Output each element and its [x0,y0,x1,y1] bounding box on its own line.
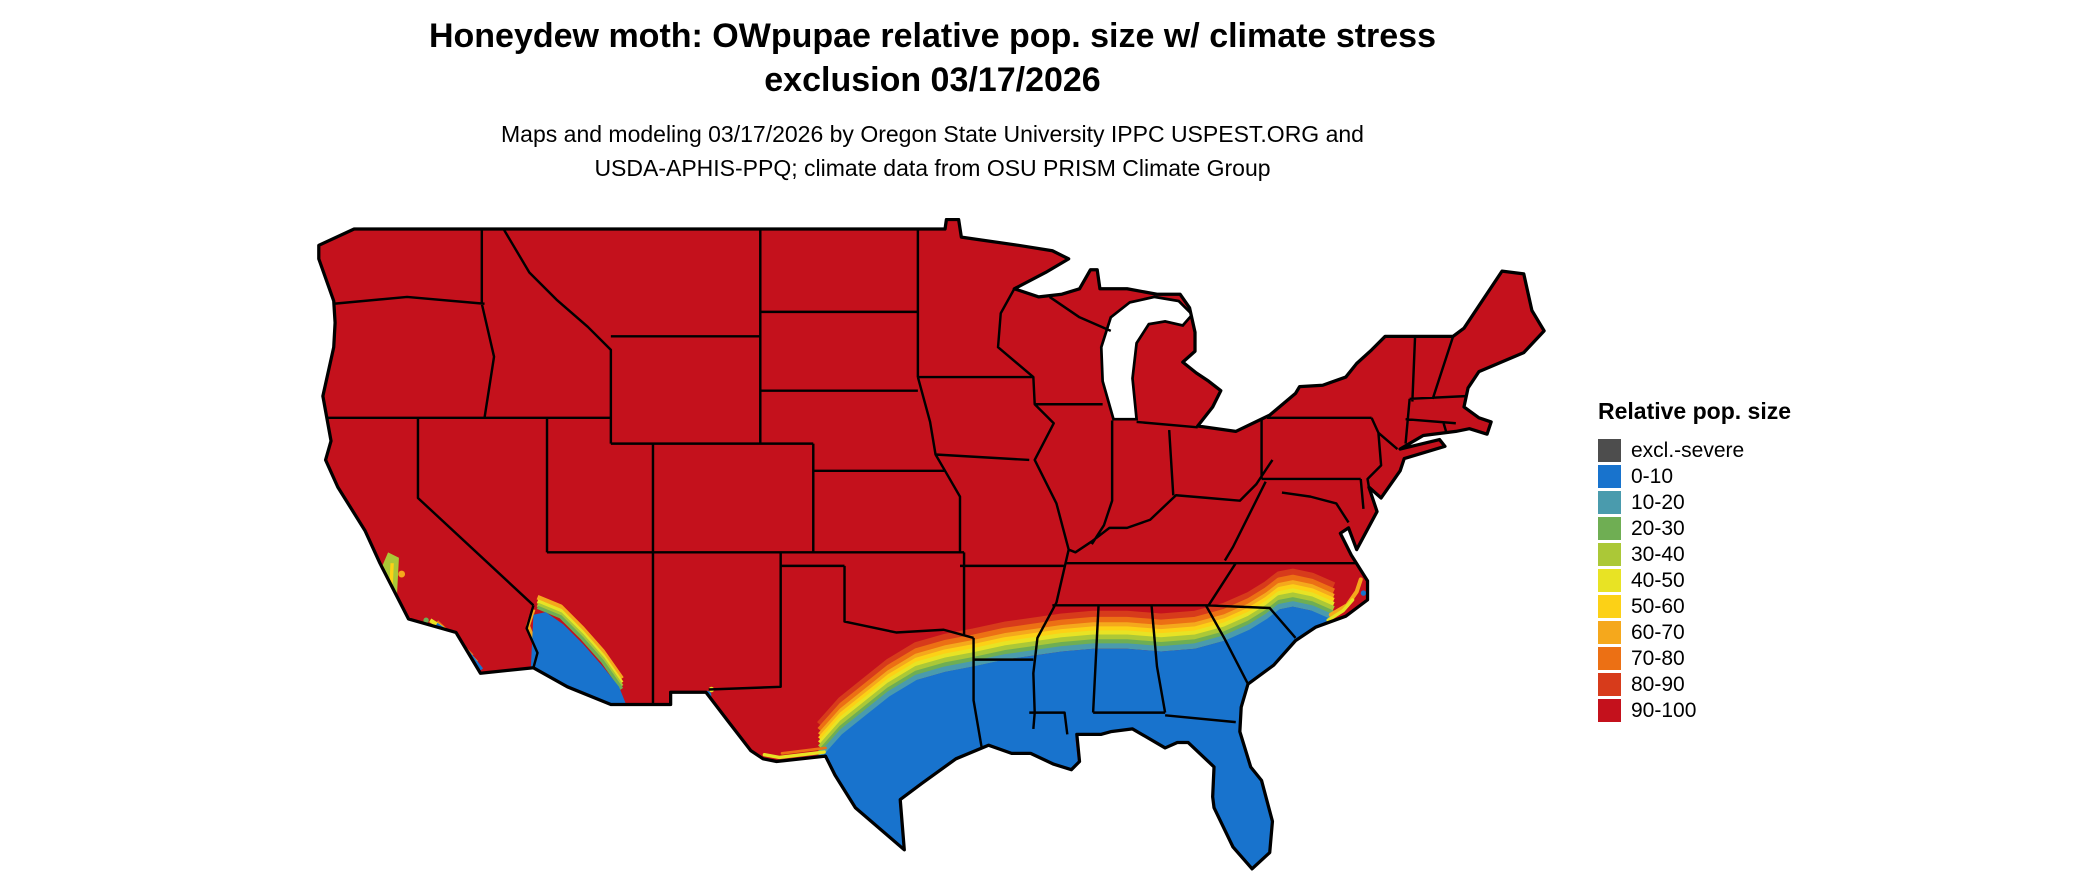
legend-entry-label: excl.-severe [1631,438,1745,462]
figure-title-line1: Honeydew moth: OWpupae relative pop. siz… [428,17,1437,55]
legend-entry-label: 60-70 [1631,620,1685,644]
legend-swatch [1598,672,1621,696]
legend-swatch [1598,438,1621,462]
rio-70-80 [780,746,827,755]
legend-entry: excl.-severe [1598,437,1791,463]
legend-entry-label: 0-10 [1631,464,1674,488]
az-band-60-70 [536,594,624,681]
legend-entry-label: 10-20 [1631,490,1685,514]
map-region-0-10-southeast [820,606,1353,869]
legend-entry: 30-40 [1598,541,1791,567]
legend-swatch [1598,516,1621,540]
band-80-90 [817,568,1336,728]
legend-entry-label: 80-90 [1631,672,1685,696]
map-patches-florida-keys [1217,877,1244,886]
legend-entry: 70-80 [1598,645,1791,671]
legend-entry-label: 50-60 [1631,594,1685,618]
map-transition-band-southeast [817,568,1336,758]
ca-dot-20-30 [423,617,429,623]
nc-40-50 [1326,598,1355,622]
legend-swatch [1598,568,1621,592]
us-outline [317,218,1546,871]
band-50-60 [818,584,1335,741]
ca-dot-70-80 [396,622,402,629]
figure-subtitle-line1: Maps and modeling 03/17/2026 by Oregon S… [501,121,1364,148]
keys-dot-b [1228,880,1233,885]
band-40-50 [818,588,1335,745]
legend-swatch [1598,698,1621,722]
legend-swatch [1598,594,1621,618]
legend-swatch [1598,620,1621,644]
keys-dot-c [1217,881,1222,886]
legend-swatch [1598,646,1621,670]
ca-dot-0-10-b [450,663,456,670]
legend-entry: 60-70 [1598,619,1791,645]
band-30-40 [818,592,1335,750]
legend-swatch [1598,464,1621,488]
legend-entry-label: 40-50 [1631,568,1685,592]
legend-entry: 20-30 [1598,515,1791,541]
band-70-80 [817,574,1335,733]
legend-title: Relative pop. size [1598,398,1792,424]
legend-entry: 80-90 [1598,671,1791,697]
map-fill-layers [318,219,1545,886]
band-10-20 [818,601,1335,758]
figure-subtitle-line2: USDA-APHIS-PPQ; climate data from OSU PR… [594,154,1271,181]
keys-dot-a [1239,877,1244,882]
legend-entry: 40-50 [1598,567,1791,593]
us-choropleth-svg [317,218,1546,886]
legend-swatch [1598,542,1621,566]
ca-dot-0-10-a [466,675,473,683]
figure-title-line2: exclusion 03/17/2026 [764,61,1101,100]
legend: Relative pop. size excl.-severe 0-10 10-20… [1598,398,1791,723]
legend-entry: 10-20 [1598,489,1791,515]
band-20-30 [818,597,1335,754]
us-map [312,218,1555,888]
legend-entry: 50-60 [1598,593,1791,619]
state-borders [322,228,1466,749]
az-band-20-30 [536,605,624,690]
figure-subtitle: Maps and modeling 03/17/2026 by Oregon S… [310,118,1555,185]
legend-swatch [1598,490,1621,514]
ca-dot-60-70 [398,570,406,578]
legend-entry-label: 20-30 [1631,516,1685,540]
rio-40-50 [762,750,826,760]
legend-entry: 90-100 [1598,697,1791,723]
legend-entry: 0-10 [1598,463,1791,489]
nc-dot-0-10-a [1360,590,1367,596]
figure-title: Honeydew moth: OWpupae relative pop. siz… [310,14,1555,102]
legend-entries: excl.-severe 0-10 10-20 20-30 30-40 40-50 50-6… [1598,437,1791,723]
figure-header: Honeydew moth: OWpupae relative pop. siz… [310,14,1555,185]
legend-entry-label: 30-40 [1631,542,1685,566]
band-60-70 [818,580,1335,737]
legend-entry-label: 70-80 [1631,646,1685,670]
legend-entry-label: 90-100 [1631,698,1697,722]
